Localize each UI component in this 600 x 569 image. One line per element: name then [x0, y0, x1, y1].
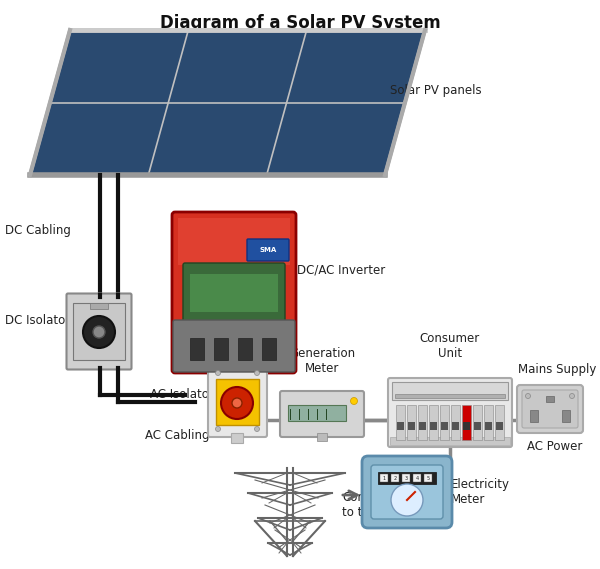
Bar: [175, 322, 293, 370]
Circle shape: [526, 394, 530, 398]
Bar: [407, 405, 416, 440]
Bar: [484, 405, 493, 440]
FancyBboxPatch shape: [67, 294, 131, 369]
Circle shape: [350, 398, 358, 405]
FancyBboxPatch shape: [173, 320, 295, 372]
Text: 1: 1: [382, 476, 386, 480]
Bar: [418, 405, 427, 440]
Text: Consumer
Unit: Consumer Unit: [420, 332, 480, 360]
FancyBboxPatch shape: [371, 465, 443, 519]
Circle shape: [232, 398, 242, 408]
Circle shape: [83, 316, 115, 348]
Text: AC Power: AC Power: [527, 440, 583, 453]
Circle shape: [93, 326, 105, 338]
Bar: [495, 405, 504, 440]
Text: Mains Supply: Mains Supply: [518, 364, 596, 377]
Bar: [530, 410, 538, 422]
Text: 5: 5: [427, 476, 430, 480]
Bar: [408, 422, 415, 430]
FancyBboxPatch shape: [208, 365, 267, 437]
Bar: [395, 394, 505, 398]
FancyBboxPatch shape: [522, 390, 578, 428]
Bar: [463, 422, 470, 430]
FancyBboxPatch shape: [183, 263, 285, 322]
Bar: [473, 405, 482, 440]
Text: Electricity
Meter: Electricity Meter: [451, 478, 510, 506]
Bar: [214, 338, 228, 360]
Text: 3: 3: [404, 476, 407, 480]
Bar: [451, 405, 460, 440]
Bar: [190, 338, 204, 360]
Bar: [440, 405, 449, 440]
Text: Connection
to the grid: Connection to the grid: [342, 491, 409, 519]
Text: Generation
Meter: Generation Meter: [289, 347, 355, 375]
Text: 2: 2: [394, 476, 397, 480]
Bar: [402, 474, 410, 482]
Bar: [413, 474, 421, 482]
Bar: [396, 405, 405, 440]
Bar: [238, 338, 252, 360]
Bar: [462, 405, 471, 440]
Bar: [424, 474, 432, 482]
Bar: [288, 405, 346, 421]
Circle shape: [569, 394, 575, 398]
FancyBboxPatch shape: [172, 212, 296, 373]
Bar: [390, 437, 510, 445]
Circle shape: [254, 370, 260, 376]
Bar: [90, 303, 108, 309]
Bar: [441, 422, 448, 430]
Text: SMA: SMA: [259, 247, 277, 253]
Circle shape: [221, 387, 253, 419]
Text: AC Isolator: AC Isolator: [150, 387, 214, 401]
Text: DC/AC Inverter: DC/AC Inverter: [297, 263, 385, 277]
Bar: [231, 433, 243, 443]
FancyBboxPatch shape: [247, 239, 289, 261]
Bar: [419, 422, 426, 430]
Bar: [178, 218, 290, 265]
Circle shape: [254, 427, 260, 431]
Bar: [262, 338, 276, 360]
Bar: [378, 472, 436, 484]
Bar: [317, 433, 327, 441]
Text: 4: 4: [415, 476, 419, 480]
Bar: [546, 396, 554, 402]
Bar: [216, 379, 259, 425]
FancyBboxPatch shape: [517, 385, 583, 433]
Text: Solar PV panels: Solar PV panels: [390, 84, 482, 97]
Bar: [485, 422, 492, 430]
Circle shape: [215, 427, 221, 431]
Text: AC Cabling: AC Cabling: [145, 428, 209, 442]
Bar: [190, 274, 278, 312]
Text: DC Isolator: DC Isolator: [5, 314, 70, 327]
Text: DC Cabling: DC Cabling: [5, 224, 71, 237]
Bar: [73, 303, 125, 360]
Bar: [391, 474, 399, 482]
Bar: [496, 422, 503, 430]
FancyBboxPatch shape: [362, 456, 452, 528]
Bar: [430, 422, 437, 430]
Bar: [380, 474, 388, 482]
Bar: [562, 410, 570, 422]
Text: Diagram of a Solar PV System: Diagram of a Solar PV System: [160, 14, 440, 32]
Circle shape: [391, 484, 423, 516]
Bar: [429, 405, 438, 440]
Bar: [392, 382, 508, 400]
Polygon shape: [30, 30, 425, 175]
Bar: [397, 422, 404, 430]
FancyBboxPatch shape: [388, 378, 512, 447]
Circle shape: [215, 370, 221, 376]
FancyBboxPatch shape: [280, 391, 364, 437]
Bar: [452, 422, 459, 430]
Bar: [474, 422, 481, 430]
